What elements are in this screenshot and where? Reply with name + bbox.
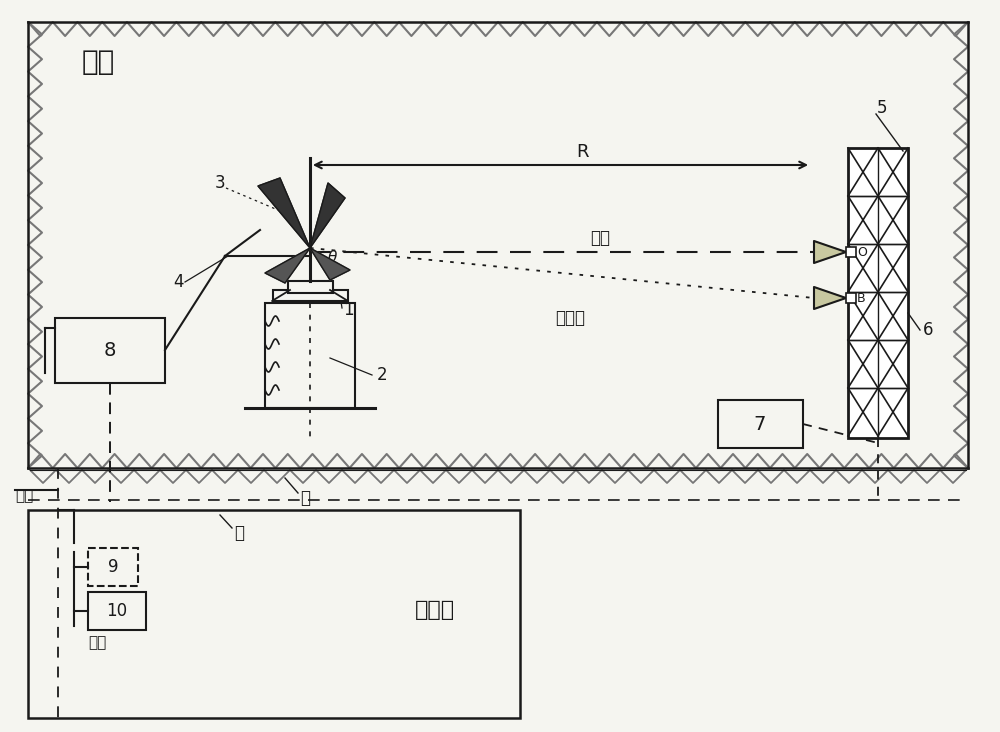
- Bar: [848, 148, 908, 438]
- Bar: [28, 510, 520, 718]
- Bar: [88, 548, 138, 586]
- Text: 门: 门: [300, 489, 310, 507]
- Text: 1: 1: [343, 301, 353, 319]
- Text: 9: 9: [108, 558, 118, 576]
- Polygon shape: [310, 183, 345, 248]
- Polygon shape: [814, 241, 846, 263]
- Text: 2: 2: [377, 366, 387, 384]
- Text: R: R: [576, 143, 588, 161]
- Text: 门: 门: [234, 524, 244, 542]
- Text: 5: 5: [877, 99, 887, 117]
- Polygon shape: [814, 287, 846, 309]
- Text: 8: 8: [104, 340, 116, 359]
- Polygon shape: [310, 248, 350, 280]
- Polygon shape: [258, 178, 310, 248]
- Bar: [265, 303, 355, 408]
- Bar: [273, 290, 348, 301]
- Text: θ: θ: [327, 250, 337, 266]
- Text: 瞬准线: 瞬准线: [555, 309, 585, 327]
- Text: B: B: [857, 291, 866, 305]
- Text: 暗室: 暗室: [82, 48, 115, 76]
- Text: 网线: 网线: [15, 488, 33, 504]
- Text: 3: 3: [215, 174, 225, 192]
- Bar: [718, 400, 803, 448]
- Text: 网线: 网线: [88, 635, 106, 650]
- Bar: [288, 281, 333, 293]
- Bar: [846, 247, 856, 257]
- Text: 电轴: 电轴: [590, 229, 610, 247]
- Text: 10: 10: [106, 602, 128, 620]
- Bar: [88, 592, 146, 630]
- Bar: [55, 318, 165, 383]
- Bar: [846, 293, 856, 303]
- Text: 7: 7: [754, 414, 766, 433]
- Text: 6: 6: [923, 321, 933, 339]
- Text: 4: 4: [173, 273, 183, 291]
- Text: O: O: [857, 245, 867, 258]
- Text: 测控间: 测控间: [415, 600, 455, 620]
- Polygon shape: [265, 248, 310, 283]
